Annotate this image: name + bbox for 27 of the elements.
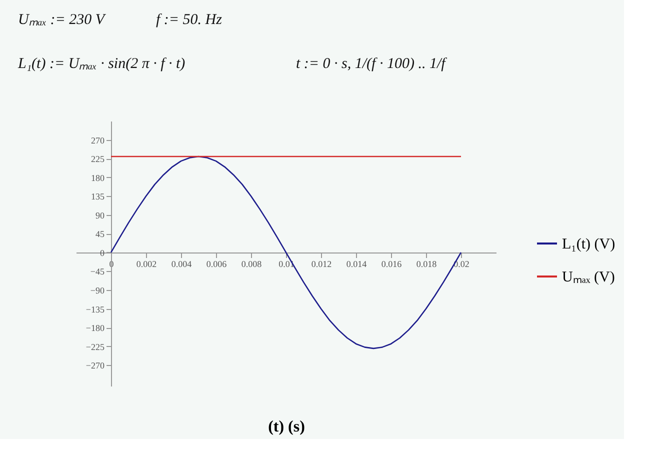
- x-tick-label: 0.004: [171, 258, 192, 269]
- text: t := 0 · s, 1/(f · 100) .. 1/f: [296, 56, 448, 72]
- x-axis-title: (t) (s): [268, 418, 305, 436]
- y-tick-label: 270: [91, 135, 105, 146]
- x-tick-label: 0.006: [206, 258, 228, 269]
- x-tick-label: 0.012: [311, 258, 332, 269]
- text: Uₘₐₓ := 230 V: [18, 12, 106, 28]
- y-tick-label: −90: [90, 286, 105, 296]
- x-tick-label: 0.018: [416, 258, 438, 269]
- y-tick-label: −180: [86, 323, 105, 334]
- y-tick-label: −45: [90, 266, 105, 277]
- x-tick-label: 0.002: [136, 258, 157, 269]
- x-tick-label: 0.016: [381, 258, 402, 269]
- y-tick-label: −225: [86, 342, 105, 352]
- text: f := 50. Hz: [156, 12, 222, 28]
- x-tick-label: 0.008: [241, 258, 262, 269]
- y-tick-label: 180: [91, 172, 105, 183]
- y-tick-label: 90: [96, 210, 105, 220]
- y-tick-label: 135: [91, 192, 105, 202]
- y-tick-label: −135: [86, 304, 105, 314]
- y-tick-label: 45: [96, 229, 105, 240]
- text: L₁(t) := Uₘₐₓ · sin(2 π · f · t): [17, 56, 186, 72]
- x-tick-label: 0.014: [346, 258, 368, 269]
- y-tick-label: 225: [91, 154, 105, 164]
- legend-label: L₁(t) (V): [562, 236, 616, 252]
- y-tick-label: −270: [86, 360, 105, 371]
- legend-label: Uₘₐₓ (V): [562, 269, 615, 286]
